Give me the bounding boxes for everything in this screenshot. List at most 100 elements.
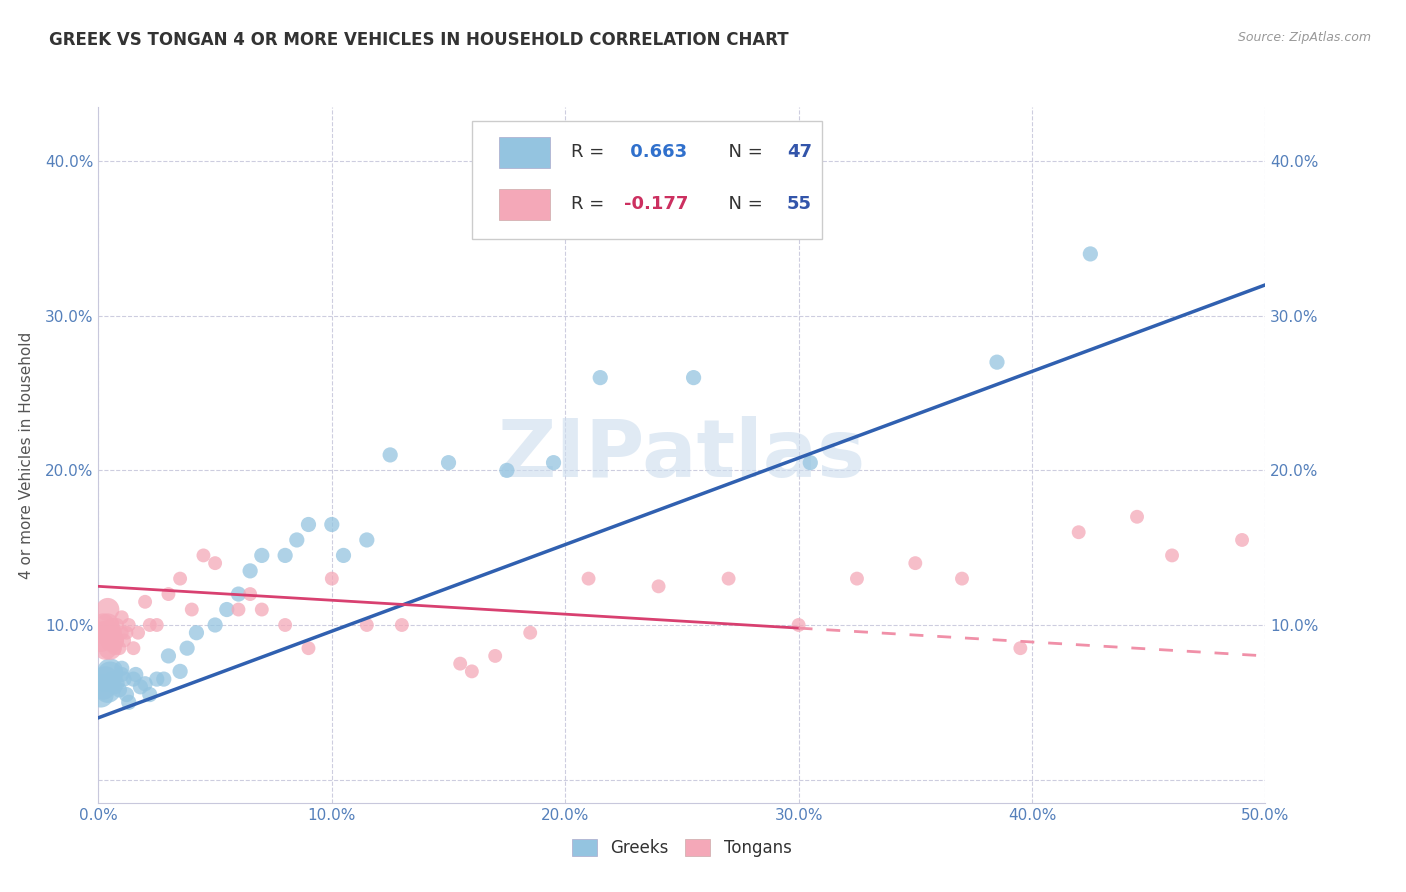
Point	[129, 680, 152, 694]
Point	[98, 625, 121, 640]
Point	[250, 549, 273, 563]
Point	[157, 587, 180, 601]
Point	[94, 625, 117, 640]
Point	[1126, 509, 1149, 524]
Point	[297, 517, 319, 532]
Point	[180, 602, 202, 616]
Point	[98, 641, 121, 656]
Point	[1010, 641, 1032, 656]
Point	[495, 463, 517, 477]
Point	[285, 533, 308, 547]
Point	[111, 661, 134, 675]
Point	[111, 667, 134, 681]
Point	[127, 625, 149, 640]
Point	[1080, 247, 1102, 261]
Point	[1067, 525, 1090, 540]
Point	[125, 667, 148, 681]
Point	[146, 618, 169, 632]
Point	[274, 549, 297, 563]
Point	[239, 587, 262, 601]
Point	[94, 672, 117, 686]
Point	[950, 572, 973, 586]
Point	[437, 456, 460, 470]
Point	[118, 695, 141, 709]
Point	[139, 688, 162, 702]
Point	[228, 587, 250, 601]
Legend: Greeks, Tongans: Greeks, Tongans	[565, 832, 799, 864]
Text: 47: 47	[787, 144, 811, 161]
Point	[111, 625, 134, 640]
FancyBboxPatch shape	[499, 137, 550, 168]
Point	[449, 657, 471, 671]
Point	[461, 665, 484, 679]
Text: 55: 55	[787, 195, 811, 213]
FancyBboxPatch shape	[499, 189, 550, 219]
Point	[717, 572, 740, 586]
Point	[105, 618, 128, 632]
Point	[134, 595, 156, 609]
Point	[682, 370, 704, 384]
Point	[391, 618, 413, 632]
Point	[787, 618, 810, 632]
Text: R =: R =	[571, 144, 610, 161]
Point	[108, 641, 131, 656]
Point	[101, 677, 124, 691]
Text: N =: N =	[717, 195, 769, 213]
Point	[904, 556, 927, 570]
Point	[297, 641, 319, 656]
Point	[146, 672, 169, 686]
Text: ZIPatlas: ZIPatlas	[498, 416, 866, 494]
Text: 0.663: 0.663	[624, 144, 686, 161]
Point	[186, 625, 208, 640]
Y-axis label: 4 or more Vehicles in Household: 4 or more Vehicles in Household	[18, 331, 34, 579]
Point	[101, 672, 124, 686]
Point	[97, 602, 120, 616]
Point	[986, 355, 1008, 369]
Point	[589, 370, 612, 384]
Point	[111, 610, 134, 624]
Point	[94, 641, 117, 656]
Point	[101, 618, 124, 632]
Point	[157, 648, 180, 663]
Point	[122, 672, 145, 686]
Point	[134, 677, 156, 691]
Point	[104, 641, 127, 656]
Point	[250, 602, 273, 616]
Point	[104, 625, 127, 640]
Point	[104, 680, 127, 694]
Point	[97, 682, 120, 697]
Point	[105, 633, 128, 648]
Point	[112, 672, 135, 686]
Point	[332, 549, 354, 563]
Point	[176, 641, 198, 656]
Point	[484, 648, 506, 663]
Point	[543, 456, 565, 470]
Point	[215, 602, 238, 616]
Text: -0.177: -0.177	[624, 195, 688, 213]
Point	[112, 633, 135, 648]
Point	[578, 572, 600, 586]
Text: N =: N =	[717, 144, 769, 161]
Point	[105, 677, 128, 691]
Point	[98, 667, 121, 681]
Point	[118, 618, 141, 632]
Point	[356, 618, 378, 632]
Point	[799, 456, 821, 470]
Point	[647, 579, 669, 593]
Point	[1161, 549, 1184, 563]
Point	[519, 625, 541, 640]
Point	[169, 572, 191, 586]
Text: Source: ZipAtlas.com: Source: ZipAtlas.com	[1237, 31, 1371, 45]
Point	[321, 572, 343, 586]
Text: R =: R =	[571, 195, 610, 213]
Point	[139, 618, 162, 632]
Point	[356, 533, 378, 547]
Point	[115, 625, 138, 640]
Point	[193, 549, 215, 563]
Point	[378, 448, 402, 462]
Point	[274, 618, 297, 632]
Point	[91, 680, 114, 694]
Point	[115, 688, 138, 702]
FancyBboxPatch shape	[472, 121, 823, 239]
Point	[108, 682, 131, 697]
